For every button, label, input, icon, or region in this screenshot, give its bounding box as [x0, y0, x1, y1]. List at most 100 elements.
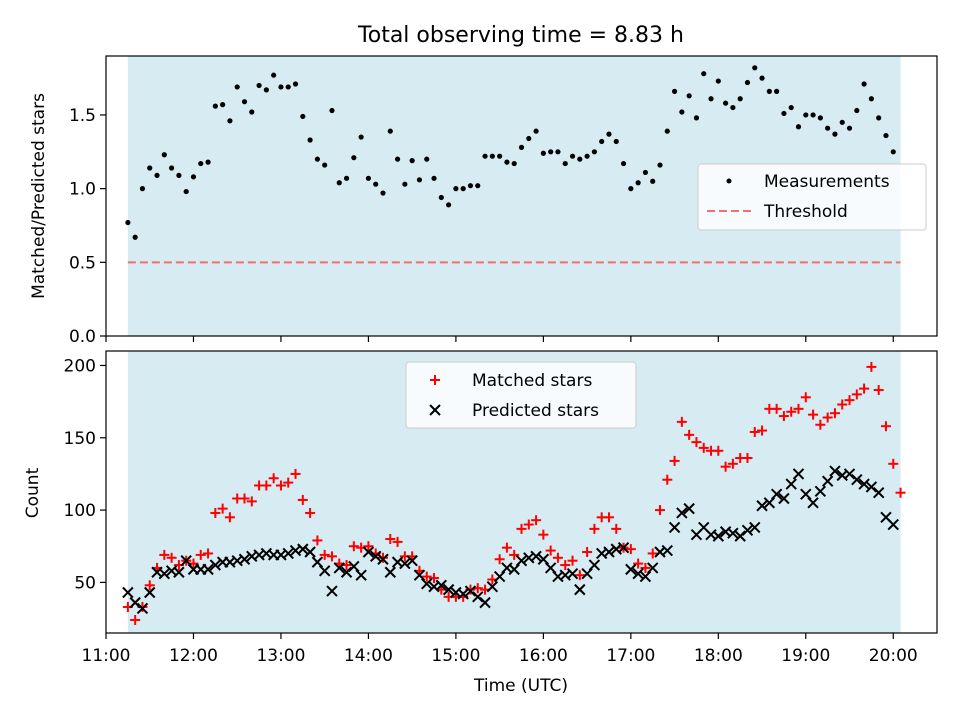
measurement-point: [752, 65, 758, 71]
measurement-point: [555, 149, 561, 155]
matched-star-point: [757, 425, 768, 436]
matched-star-point: [742, 453, 753, 464]
measurement-point: [526, 135, 532, 142]
matched-star-point: [268, 473, 279, 484]
measurement-point: [497, 153, 503, 159]
measurement-point: [744, 79, 751, 86]
matched-star-point: [647, 548, 658, 559]
predicted-star-point: [814, 485, 827, 497]
matched-star-point: [261, 480, 272, 491]
measurement-point: [409, 158, 415, 164]
measurement-point: [715, 78, 721, 84]
bottom-xtick-label: 17:00: [606, 646, 655, 666]
matched-star-point: [509, 549, 520, 560]
predicted-star-point: [362, 546, 375, 558]
matched-star-point: [837, 399, 848, 410]
measurement-point: [241, 99, 248, 105]
matched-star-point: [195, 549, 206, 560]
measurement-point: [132, 234, 138, 240]
matched-star-point: [640, 562, 651, 573]
measurement-point: [788, 104, 794, 111]
measurement-point: [125, 219, 131, 226]
bottom-ytick-label: 50: [74, 573, 96, 593]
measurement-point: [373, 181, 379, 187]
legend-measurements-marker: [726, 178, 732, 184]
measurement-point: [795, 124, 802, 130]
matched-star-point: [552, 552, 563, 563]
measurement-point: [249, 109, 255, 115]
bottom-xtick-label: 20:00: [869, 646, 918, 666]
matched-star-point: [727, 458, 738, 469]
predicted-star-point: [515, 554, 528, 567]
measurement-point: [846, 125, 853, 131]
predicted-star-point: [479, 596, 491, 609]
bottom-panel: 50 100 150 200 11:00 12:00 13:00 14:00 15:00 16:…: [23, 350, 938, 696]
measurement-point: [671, 88, 678, 94]
predicted-star-point: [384, 566, 396, 578]
matched-star-point: [144, 580, 155, 591]
matched-star-point: [844, 395, 855, 406]
matched-star-point: [698, 442, 709, 453]
measurement-point: [446, 202, 452, 208]
measurement-point: [154, 172, 160, 178]
predicted-star-point: [209, 559, 222, 571]
measurement-point: [227, 118, 233, 124]
measurement-point: [183, 188, 189, 195]
matched-star-point: [159, 549, 170, 560]
measurement-point: [365, 175, 372, 181]
matched-star-point: [720, 461, 731, 472]
bottom-ytick-label: 100: [64, 501, 96, 521]
predicted-star-point: [676, 507, 688, 519]
matched-star-point: [691, 437, 702, 448]
measurement-point: [504, 159, 510, 165]
bottom-xtick-label: 19:00: [781, 646, 830, 666]
measurement-point: [876, 115, 882, 121]
measurement-point: [380, 190, 386, 196]
measurement-point: [220, 102, 226, 108]
predicted-star-point: [727, 527, 739, 539]
predicted-star-point: [778, 492, 790, 505]
matched-star-point: [808, 409, 819, 420]
predicted-star-point: [442, 583, 455, 596]
predicted-star-point: [173, 566, 185, 578]
matched-star-point: [239, 493, 250, 504]
predicted-star-point: [865, 481, 878, 493]
measurement-point: [832, 131, 838, 137]
matched-star-point: [880, 421, 891, 432]
predicted-star-point: [486, 581, 499, 593]
matched-star-point: [166, 552, 177, 563]
bottom-xtick-label: 18:00: [694, 646, 743, 666]
bottom-legend: Matched stars Predicted stars: [405, 361, 637, 429]
predicted-star-point: [464, 585, 477, 597]
measurement-point: [854, 107, 860, 114]
matched-star-point: [778, 411, 789, 422]
measurement-point: [861, 81, 867, 87]
measurement-point: [839, 119, 845, 125]
measurement-point: [453, 186, 459, 192]
bottom-xtick-label: 14:00: [344, 646, 393, 666]
predicted-star-point: [647, 562, 659, 574]
measurement-point: [591, 149, 597, 155]
legend-threshold-label: Threshold: [763, 202, 848, 222]
predicted-star-point: [887, 518, 899, 531]
matched-star-point: [392, 536, 403, 547]
matched-star-point: [713, 445, 724, 456]
matched-star-point: [494, 554, 505, 565]
top-axes-frame: [105, 55, 938, 337]
measurement-point: [489, 153, 495, 159]
measurement-point: [562, 160, 568, 167]
predicted-star-point: [625, 563, 637, 576]
predicted-star-point: [792, 468, 805, 480]
measurement-point: [351, 155, 357, 161]
matched-star-point: [516, 523, 527, 534]
bottom-xlabel: Time (UTC): [473, 676, 568, 696]
matched-star-point: [246, 496, 257, 507]
measurement-point: [540, 150, 546, 156]
measurement-point: [438, 194, 444, 201]
matched-star-point: [655, 505, 665, 516]
measurement-point: [569, 153, 576, 159]
top-ytick-label: 0.5: [69, 253, 96, 273]
measurement-point: [263, 87, 269, 93]
predicted-star-point: [821, 475, 834, 487]
